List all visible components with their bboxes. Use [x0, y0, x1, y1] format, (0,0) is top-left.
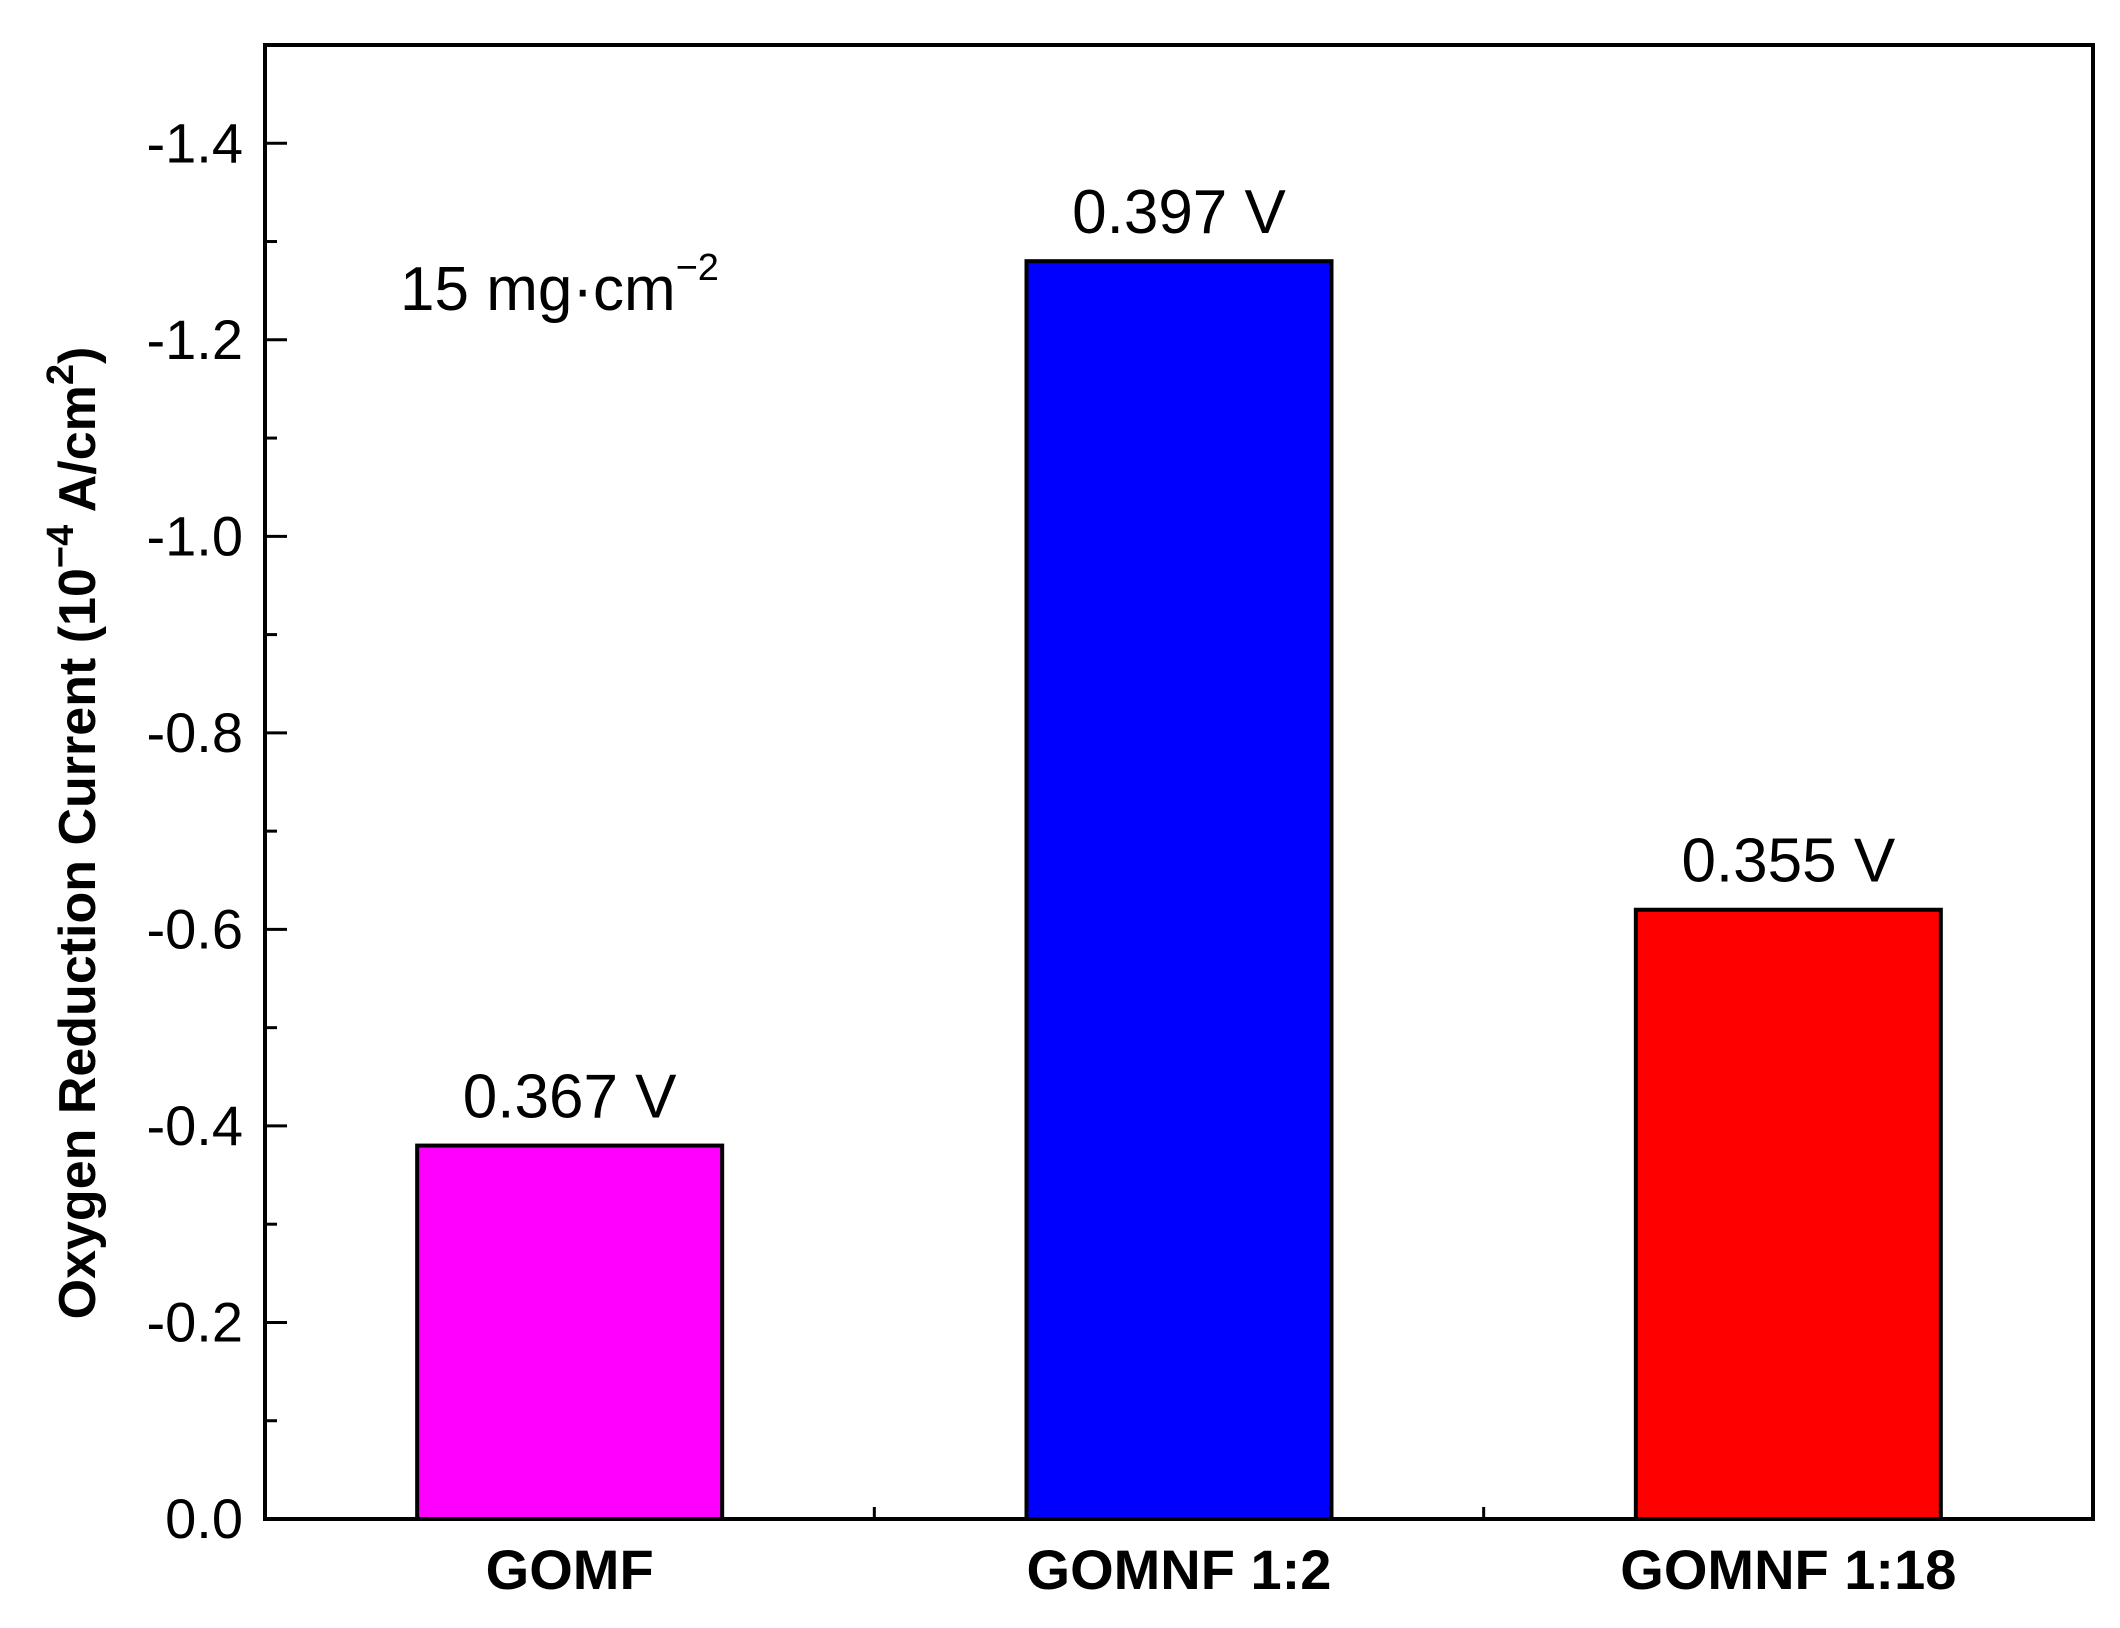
bars-layer — [415, 259, 1943, 1522]
y-tick-label: -0.2 — [147, 1290, 244, 1353]
y-tick-label: -0.6 — [147, 897, 244, 960]
bar — [415, 1143, 725, 1521]
y-axis-label: Oxygen Reduction Current (10−4 A/cm2) — [40, 347, 107, 1320]
y-tick-label: -1.2 — [147, 308, 244, 371]
y-tick-label: -0.8 — [147, 701, 244, 764]
y-tick-label: -0.4 — [147, 1094, 244, 1157]
bar — [1024, 259, 1334, 1522]
bar-value-label: 0.367 V — [463, 1063, 677, 1132]
bar-value-label: 0.355 V — [1681, 827, 1895, 896]
bar — [1633, 907, 1943, 1521]
y-tick-label: 0.0 — [165, 1487, 243, 1550]
x-category-label: GOMF — [486, 1538, 654, 1601]
y-tick-label: -1.4 — [147, 111, 244, 174]
x-category-label: GOMNF 1:18 — [1620, 1538, 1956, 1601]
y-tick-label: -1.0 — [147, 504, 244, 567]
loading-annotation: 15 mg·cm−2 — [400, 247, 719, 324]
bar-value-label: 0.397 V — [1072, 178, 1286, 247]
labels-layer: 0.367 V GOMF 0.397 V GOMNF 1:2 0.355 V GOMNF … — [463, 178, 1957, 1601]
x-category-label: GOMNF 1:2 — [1027, 1538, 1332, 1601]
